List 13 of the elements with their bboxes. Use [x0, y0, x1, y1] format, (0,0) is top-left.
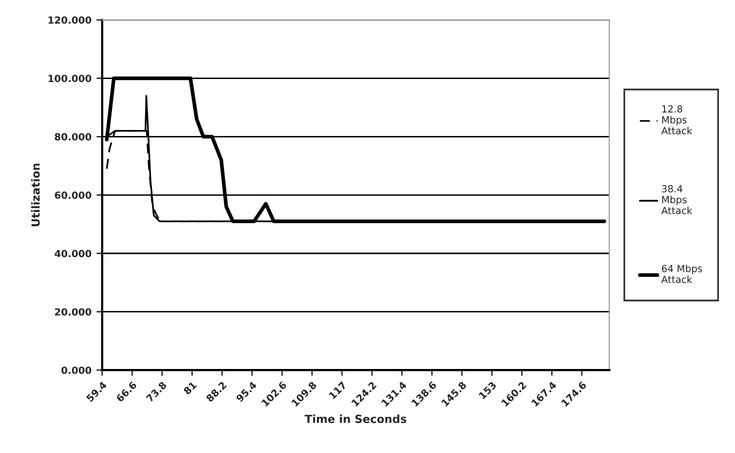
y-tick-label: 60.000	[54, 191, 92, 199]
y-tick-label: 40.000	[54, 250, 92, 258]
legend-label: 64 Mbps Attack	[661, 264, 702, 284]
x-axis-title: Time in Seconds	[304, 414, 406, 424]
x-tick-label: 81	[183, 381, 197, 395]
y-tick-label: 0.000	[61, 366, 92, 374]
y-tick-label: 100.000	[48, 74, 92, 82]
y-axis-title: Utilization	[31, 164, 40, 226]
y-tick-label: 80.000	[54, 133, 92, 140]
y-tick-label: 20.000	[55, 308, 92, 316]
y-tick-label: 120.000	[48, 16, 92, 24]
legend-label: 12.8 Mbps Attack	[661, 105, 692, 134]
legend-label: 38.4 Mbps Attack	[661, 185, 692, 214]
